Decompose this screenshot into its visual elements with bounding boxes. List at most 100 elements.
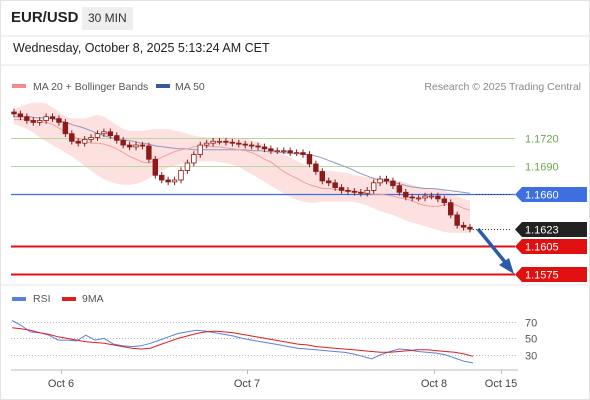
candle <box>94 133 101 138</box>
ma20-line <box>14 119 471 211</box>
candle <box>390 180 396 187</box>
level-label-1: 1.1690 <box>525 162 559 174</box>
legend-ma20-swatch <box>12 84 26 88</box>
candle <box>396 185 403 193</box>
candle <box>441 198 448 204</box>
candle <box>229 141 236 144</box>
candle <box>460 224 467 228</box>
candle <box>319 171 325 182</box>
candle <box>300 152 306 155</box>
candle <box>203 142 210 146</box>
legend-ma50-label: MA 50 <box>175 81 205 93</box>
candle <box>146 145 152 160</box>
last-price-flag <box>515 222 587 237</box>
candle <box>75 140 81 144</box>
x-tick-label-2: Oct 8 <box>421 378 447 390</box>
candle <box>435 195 441 200</box>
candle <box>415 197 422 200</box>
candle <box>403 191 409 198</box>
legend-rsi-label: RSI <box>33 293 51 305</box>
legend-rsi-swatch <box>12 297 26 301</box>
candle <box>165 179 171 183</box>
candle <box>114 135 120 141</box>
candle <box>383 178 390 182</box>
candle <box>332 182 338 188</box>
candle <box>139 144 146 147</box>
legend-ma20-label: MA 20 + Bollinger Bands <box>33 81 148 93</box>
candle <box>364 189 370 194</box>
candle <box>56 118 62 123</box>
candle <box>11 111 17 115</box>
candle <box>306 154 313 165</box>
credit-text: Research © 2025 Trading Central <box>424 81 581 93</box>
candle <box>49 116 56 120</box>
rsi-tick-2: 30 <box>525 351 537 363</box>
candle <box>242 143 248 146</box>
bollinger-band <box>14 102 470 233</box>
candle <box>223 140 229 143</box>
candle <box>236 142 242 145</box>
candle <box>24 116 30 121</box>
candle <box>210 140 216 144</box>
x-tick-label-3: Oct 15 <box>485 378 517 390</box>
forecast-arrow <box>476 227 514 274</box>
candle <box>255 145 261 148</box>
legend-9ma-swatch <box>62 297 76 301</box>
x-tick-label-0: Oct 6 <box>48 378 74 390</box>
candle <box>274 150 281 153</box>
candle <box>338 187 345 191</box>
candle <box>313 163 319 172</box>
candle <box>191 154 197 164</box>
candle <box>36 120 43 123</box>
levels-layer: 1.1720 1.1690 1.1660 1.1605 1.1575 <box>11 134 587 282</box>
rsi-grid: 70 50 30 <box>11 318 537 363</box>
candle <box>351 190 358 193</box>
level-flag-3 <box>515 239 587 254</box>
candle <box>268 148 274 152</box>
candle <box>133 144 139 148</box>
candle <box>325 180 332 184</box>
level-flag-2 <box>515 187 587 202</box>
legend-rsi: RSI 9MA <box>12 293 104 305</box>
legend-ma50-swatch <box>156 84 170 88</box>
candle <box>281 150 287 153</box>
level-flag-4 <box>515 267 587 282</box>
forecast-arrow-head <box>499 258 514 274</box>
candle <box>467 226 473 230</box>
candle <box>107 131 114 137</box>
rsi-line <box>11 320 474 364</box>
level-label-2: 1.1660 <box>525 190 559 202</box>
candle <box>422 195 428 199</box>
candle <box>159 174 165 181</box>
candle <box>377 178 383 184</box>
level-label-4: 1.1575 <box>525 270 559 282</box>
rsi-tick-0: 70 <box>525 318 537 330</box>
candle <box>17 113 24 118</box>
candle <box>345 189 351 192</box>
last-price-tag: 1.1623 <box>470 222 587 237</box>
candle <box>216 140 223 143</box>
chart-header: EUR/USD 30 MIN <box>0 0 590 37</box>
x-axis-ticks: Oct 6 Oct 7 Oct 8 Oct 15 <box>48 370 517 390</box>
candle <box>454 214 460 226</box>
candle <box>101 131 107 135</box>
candle <box>171 179 178 183</box>
candle <box>248 144 255 147</box>
candle <box>152 158 159 176</box>
candle <box>287 150 293 154</box>
candle <box>293 152 300 155</box>
legend-9ma-label: 9MA <box>82 293 104 305</box>
candle <box>428 195 435 198</box>
last-price-value: 1.1623 <box>525 225 559 237</box>
rsi-9ma-line <box>11 327 474 357</box>
candle <box>448 202 454 216</box>
candle <box>81 138 88 144</box>
candle <box>120 139 126 146</box>
candle <box>370 182 377 191</box>
interval-button[interactable]: 30 MIN <box>82 7 133 30</box>
candle <box>43 116 49 121</box>
candle <box>126 144 133 148</box>
candle <box>409 196 415 199</box>
forecast-arrow-shaft <box>476 227 507 264</box>
